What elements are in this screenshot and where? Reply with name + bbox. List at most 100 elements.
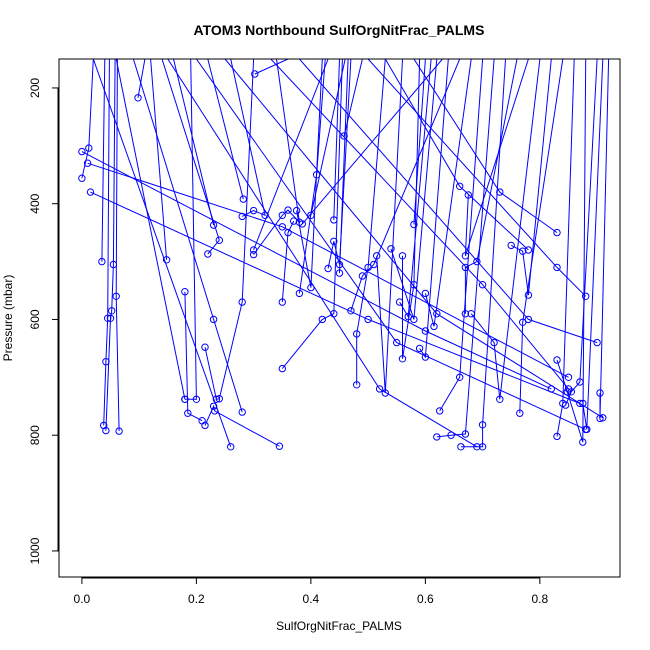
- data-point: [353, 381, 361, 389]
- series-line: [81, 151, 552, 390]
- series-line: [343, 59, 363, 137]
- series-line: [384, 59, 529, 251]
- data-point: [421, 327, 430, 335]
- series-47: [78, 147, 555, 393]
- series-15: [207, 59, 248, 203]
- data-point: [340, 132, 348, 140]
- series-line: [565, 59, 598, 406]
- series-line: [424, 59, 472, 327]
- series-1: [78, 59, 94, 182]
- series-line: [296, 59, 323, 288]
- data-point: [519, 247, 527, 255]
- series-2: [98, 59, 106, 266]
- data-point: [102, 426, 110, 435]
- series-line: [333, 59, 340, 220]
- series-62: [298, 59, 443, 228]
- data-point: [478, 421, 487, 429]
- data-point: [461, 310, 470, 318]
- data-point: [292, 206, 301, 215]
- data-point: [461, 252, 470, 260]
- series-41: [516, 59, 564, 417]
- data-point: [464, 191, 472, 199]
- series-line: [167, 59, 478, 448]
- series-11: [201, 402, 284, 450]
- series-line: [101, 59, 106, 262]
- data-point: [227, 443, 235, 451]
- series-line: [230, 59, 266, 217]
- series-46: [596, 59, 610, 423]
- y-tick-label: 1000: [28, 537, 42, 564]
- data-point: [192, 395, 201, 403]
- data-point: [404, 312, 412, 321]
- data-point: [134, 94, 142, 102]
- data-point: [410, 220, 418, 229]
- series-33: [421, 59, 472, 331]
- data-point: [507, 241, 515, 250]
- data-point: [181, 395, 189, 403]
- data-point: [410, 315, 418, 324]
- data-point: [215, 395, 224, 403]
- data-point: [162, 256, 171, 264]
- data-point: [335, 269, 344, 277]
- series-50: [92, 59, 235, 451]
- data-point: [398, 355, 407, 363]
- series-43: [553, 59, 587, 446]
- series-line: [582, 59, 604, 430]
- plot-area: [78, 59, 610, 451]
- series-line: [132, 59, 243, 413]
- data-point: [278, 211, 286, 220]
- data-point: [461, 430, 470, 438]
- series-34: [436, 59, 484, 415]
- series-64: [335, 59, 349, 277]
- series-line: [195, 59, 586, 430]
- series-38: [461, 59, 529, 260]
- x-tick-label: 0.4: [303, 592, 320, 606]
- series-10: [201, 59, 255, 403]
- series-line: [413, 59, 558, 234]
- series-16: [249, 59, 304, 259]
- data-point: [330, 216, 338, 224]
- data-point: [212, 395, 221, 403]
- data-point: [83, 159, 92, 167]
- data-point: [490, 338, 498, 347]
- data-point: [85, 144, 93, 152]
- series-20: [292, 59, 323, 292]
- series-24: [347, 59, 461, 315]
- series-line: [207, 59, 244, 200]
- data-point: [238, 408, 246, 416]
- data-point: [461, 263, 470, 272]
- x-tick-label: 0.0: [74, 592, 91, 606]
- data-point: [238, 298, 246, 306]
- series-line: [556, 59, 587, 443]
- series-4: [102, 59, 118, 435]
- series-19: [278, 217, 298, 306]
- series-54: [195, 59, 590, 434]
- series-line: [137, 59, 146, 98]
- data-point: [467, 310, 475, 318]
- data-point: [201, 343, 209, 351]
- series-26: [353, 59, 386, 389]
- data-point: [201, 421, 209, 430]
- data-point: [433, 310, 441, 318]
- plot-frame: [58, 58, 621, 578]
- data-point: [184, 409, 192, 417]
- series-52: [132, 59, 246, 416]
- series-line: [439, 59, 484, 412]
- data-point: [395, 298, 404, 306]
- data-point: [181, 288, 189, 296]
- data-point: [278, 364, 286, 373]
- y-tick-label: 400: [28, 193, 42, 213]
- y-tick-label: 800: [28, 425, 42, 445]
- series-line: [599, 59, 610, 419]
- series-59: [384, 59, 533, 254]
- data-point: [381, 389, 389, 397]
- series-48: [86, 188, 584, 408]
- series-line: [413, 59, 426, 225]
- data-point: [599, 414, 607, 422]
- series-line: [270, 59, 569, 390]
- series-13: [173, 59, 218, 229]
- series-line: [519, 59, 564, 414]
- data-point: [330, 237, 338, 246]
- data-point: [239, 195, 248, 203]
